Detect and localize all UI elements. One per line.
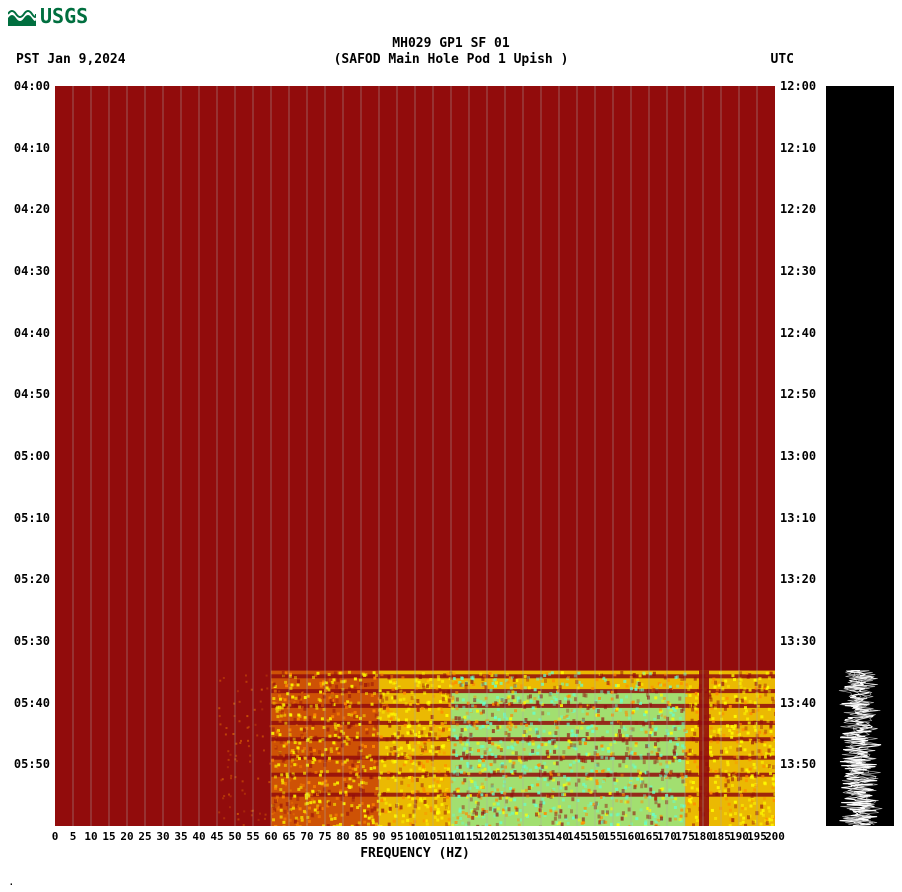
x-tick: 70 [300,830,313,843]
spectrogram-svg [55,86,775,826]
y-right-tick: 13:10 [780,511,830,525]
x-tick: 90 [372,830,385,843]
y-left-tick: 04:10 [0,141,50,155]
left-tz-date: PST Jan 9,2024 [16,52,126,67]
x-tick: 50 [228,830,241,843]
x-tick: 115 [459,830,479,843]
y-right-tick: 12:20 [780,202,830,216]
usgs-logo: USGS [8,4,88,28]
y-right-tick: 12:00 [780,79,830,93]
y-left-tick: 04:50 [0,387,50,401]
usgs-text: USGS [40,4,88,28]
y-right-tick: 13:40 [780,696,830,710]
spectrogram-plot [55,86,775,826]
y-left-tick: 05:50 [0,757,50,771]
x-tick: 160 [621,830,641,843]
x-tick: 145 [567,830,587,843]
x-tick: 130 [513,830,533,843]
y-left-tick: 05:30 [0,634,50,648]
x-axis-label: FREQUENCY (HZ) [55,846,775,861]
x-tick: 95 [390,830,403,843]
x-tick: 5 [70,830,77,843]
x-tick: 200 [765,830,785,843]
x-tick: 55 [246,830,259,843]
x-tick: 180 [693,830,713,843]
y-right-tick: 13:00 [780,449,830,463]
chart-subtitle: (SAFOD Main Hole Pod 1 Upish ) [0,52,902,67]
y-left-tick: 05:20 [0,572,50,586]
x-tick: 0 [52,830,59,843]
x-tick: 25 [138,830,151,843]
x-tick: 175 [675,830,695,843]
y-left-tick: 04:00 [0,79,50,93]
x-tick: 65 [282,830,295,843]
x-tick: 110 [441,830,461,843]
x-tick: 105 [423,830,443,843]
footer-mark: . [8,875,15,888]
x-tick: 20 [120,830,133,843]
x-tick: 30 [156,830,169,843]
y-left-tick: 04:40 [0,326,50,340]
x-tick: 60 [264,830,277,843]
right-tz: UTC [771,52,794,67]
y-right-tick: 12:40 [780,326,830,340]
y-right-tick: 12:50 [780,387,830,401]
x-tick: 80 [336,830,349,843]
x-tick: 125 [495,830,515,843]
y-right-tick: 12:30 [780,264,830,278]
x-tick: 165 [639,830,659,843]
x-tick: 140 [549,830,569,843]
y-left-tick: 04:30 [0,264,50,278]
x-tick: 170 [657,830,677,843]
x-tick: 150 [585,830,605,843]
x-tick: 15 [102,830,115,843]
x-tick: 155 [603,830,623,843]
x-tick: 85 [354,830,367,843]
y-left-tick: 05:10 [0,511,50,525]
y-left-tick: 05:00 [0,449,50,463]
x-tick: 185 [711,830,731,843]
wave-icon [8,6,36,26]
chart-title: MH029 GP1 SF 01 [0,36,902,51]
x-tick: 190 [729,830,749,843]
amplitude-side-panel [826,86,894,826]
y-left-tick: 04:20 [0,202,50,216]
x-tick: 10 [84,830,97,843]
amplitude-trace-svg [826,86,894,826]
y-left-tick: 05:40 [0,696,50,710]
y-right-tick: 13:30 [780,634,830,648]
x-tick: 35 [174,830,187,843]
x-tick: 75 [318,830,331,843]
x-tick: 45 [210,830,223,843]
x-tick: 40 [192,830,205,843]
y-axis-right: 12:0012:1012:2012:3012:4012:5013:0013:10… [780,86,830,826]
x-tick: 100 [405,830,425,843]
y-axis-left: 04:0004:1004:2004:3004:4004:5005:0005:10… [0,86,50,826]
x-tick: 120 [477,830,497,843]
y-right-tick: 13:50 [780,757,830,771]
x-tick: 135 [531,830,551,843]
y-right-tick: 13:20 [780,572,830,586]
x-tick: 195 [747,830,767,843]
y-right-tick: 12:10 [780,141,830,155]
